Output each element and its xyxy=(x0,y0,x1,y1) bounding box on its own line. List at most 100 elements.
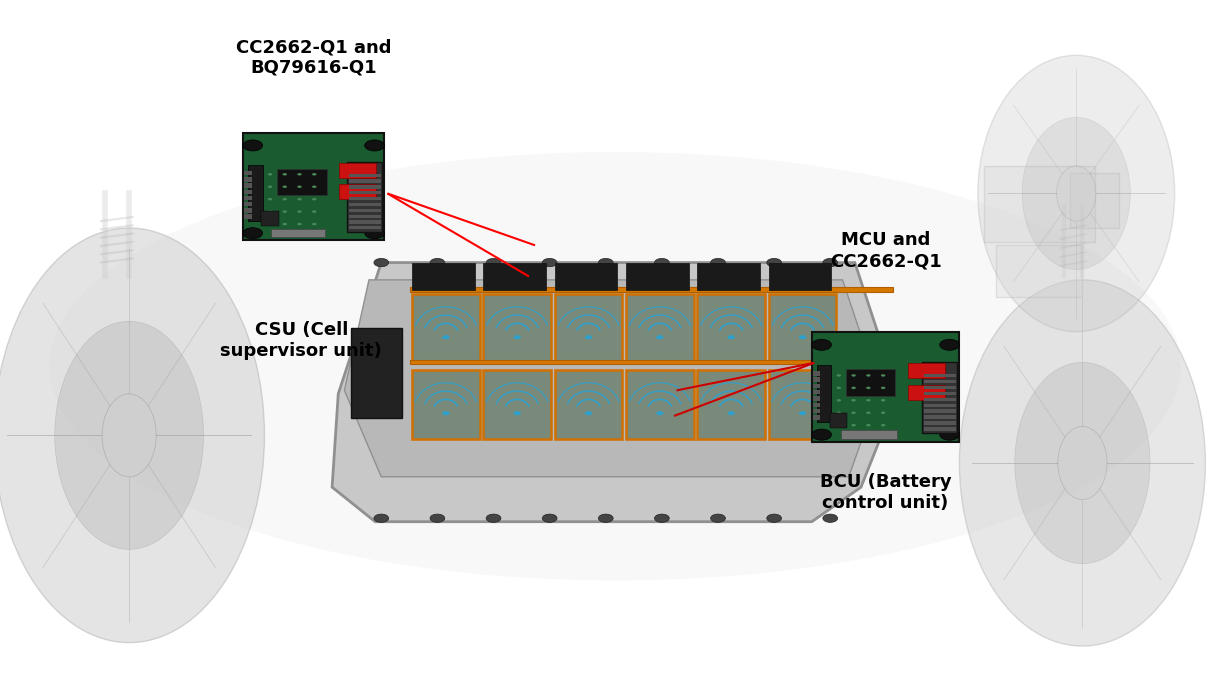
Circle shape xyxy=(836,412,841,414)
Bar xyxy=(924,386,956,389)
Bar xyxy=(483,370,551,439)
Circle shape xyxy=(268,185,272,188)
Circle shape xyxy=(514,335,522,339)
Circle shape xyxy=(727,335,736,339)
Circle shape xyxy=(836,399,841,401)
Bar xyxy=(924,422,956,425)
Circle shape xyxy=(542,258,557,267)
Bar xyxy=(347,162,381,231)
Ellipse shape xyxy=(0,228,264,643)
Ellipse shape xyxy=(102,394,156,477)
Circle shape xyxy=(244,140,263,151)
Bar xyxy=(555,370,622,439)
Bar xyxy=(626,370,694,439)
Bar xyxy=(626,294,694,363)
Bar xyxy=(697,263,760,290)
Text: CC2662-Q1 and
BQ79616-Q1: CC2662-Q1 and BQ79616-Q1 xyxy=(236,38,391,77)
Circle shape xyxy=(766,258,781,267)
Circle shape xyxy=(836,424,841,426)
Circle shape xyxy=(812,429,831,440)
Circle shape xyxy=(654,514,669,522)
Circle shape xyxy=(298,198,301,200)
Bar xyxy=(412,370,480,439)
Bar xyxy=(483,263,546,290)
Ellipse shape xyxy=(1058,426,1107,500)
Bar xyxy=(339,184,376,200)
Bar xyxy=(555,294,622,363)
Bar xyxy=(244,189,251,194)
Text: BCU (Battery
control unit): BCU (Battery control unit) xyxy=(819,473,952,512)
Circle shape xyxy=(542,514,557,522)
Circle shape xyxy=(727,411,736,415)
Circle shape xyxy=(881,412,886,414)
Circle shape xyxy=(283,173,287,176)
Circle shape xyxy=(312,210,316,213)
Circle shape xyxy=(881,375,886,377)
Bar xyxy=(278,169,327,195)
Circle shape xyxy=(486,514,501,522)
Circle shape xyxy=(881,387,886,389)
Bar xyxy=(626,263,689,290)
Bar xyxy=(813,390,820,395)
Bar xyxy=(769,294,836,363)
Text: CSU (Cell
supervisor unit): CSU (Cell supervisor unit) xyxy=(220,321,383,360)
Circle shape xyxy=(881,399,886,401)
Circle shape xyxy=(866,424,871,426)
Bar xyxy=(996,245,1082,297)
Polygon shape xyxy=(344,280,879,477)
Text: MCU and
CC2662-Q1: MCU and CC2662-Q1 xyxy=(830,231,941,270)
Circle shape xyxy=(812,339,831,350)
Bar xyxy=(908,363,945,378)
Bar xyxy=(924,427,956,430)
Bar xyxy=(244,202,251,207)
Polygon shape xyxy=(332,263,898,522)
Bar xyxy=(244,214,251,219)
Circle shape xyxy=(312,173,316,176)
Circle shape xyxy=(430,514,445,522)
Circle shape xyxy=(711,258,726,267)
Bar xyxy=(271,229,325,238)
Ellipse shape xyxy=(1057,166,1096,221)
Bar xyxy=(339,163,376,178)
Bar xyxy=(349,226,381,229)
Circle shape xyxy=(866,412,871,414)
Circle shape xyxy=(486,258,501,267)
Circle shape xyxy=(298,173,301,176)
Bar xyxy=(813,371,820,375)
Circle shape xyxy=(851,375,856,377)
Bar xyxy=(924,397,956,401)
Bar xyxy=(697,370,765,439)
Bar xyxy=(248,165,263,221)
Circle shape xyxy=(268,210,272,213)
Circle shape xyxy=(654,258,669,267)
Bar xyxy=(244,196,251,200)
Ellipse shape xyxy=(959,280,1205,646)
Circle shape xyxy=(283,198,287,200)
Circle shape xyxy=(866,399,871,401)
Bar xyxy=(924,374,956,377)
Bar xyxy=(830,413,847,428)
Circle shape xyxy=(823,514,838,522)
Circle shape xyxy=(940,429,959,440)
Bar xyxy=(349,203,381,206)
Bar xyxy=(813,409,820,413)
Bar xyxy=(924,380,956,383)
Circle shape xyxy=(599,258,614,267)
Circle shape xyxy=(836,387,841,389)
Ellipse shape xyxy=(49,152,1181,580)
Circle shape xyxy=(851,412,856,414)
Circle shape xyxy=(881,424,886,426)
Bar xyxy=(697,294,765,363)
Circle shape xyxy=(364,228,384,239)
Bar xyxy=(349,214,381,218)
Circle shape xyxy=(430,258,445,267)
Bar xyxy=(261,211,279,227)
Circle shape xyxy=(798,335,807,339)
Circle shape xyxy=(585,411,593,415)
Circle shape xyxy=(268,198,272,200)
Circle shape xyxy=(283,223,287,225)
Bar xyxy=(244,178,251,182)
Bar xyxy=(813,415,820,419)
Bar xyxy=(351,328,402,418)
Bar xyxy=(841,430,898,439)
